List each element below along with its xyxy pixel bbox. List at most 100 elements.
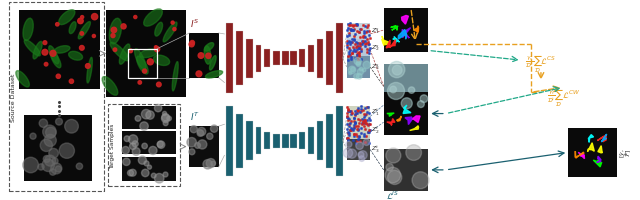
Bar xyxy=(347,24,370,45)
Circle shape xyxy=(151,173,156,178)
Bar xyxy=(347,106,370,128)
Circle shape xyxy=(129,143,136,150)
Circle shape xyxy=(358,151,367,160)
Circle shape xyxy=(360,68,363,71)
Polygon shape xyxy=(23,19,33,41)
Polygon shape xyxy=(69,23,76,34)
Circle shape xyxy=(147,60,154,66)
Bar xyxy=(383,9,428,53)
Bar xyxy=(383,149,428,191)
Polygon shape xyxy=(33,42,42,60)
Polygon shape xyxy=(24,40,40,57)
Bar xyxy=(317,40,323,78)
Circle shape xyxy=(81,16,84,20)
Polygon shape xyxy=(381,37,390,46)
Bar xyxy=(326,32,333,86)
Circle shape xyxy=(76,163,83,170)
Circle shape xyxy=(149,147,157,155)
Circle shape xyxy=(42,50,48,56)
Bar xyxy=(383,65,428,109)
Polygon shape xyxy=(134,50,146,70)
Circle shape xyxy=(121,25,126,30)
Bar xyxy=(273,52,280,66)
Circle shape xyxy=(359,156,365,162)
Circle shape xyxy=(44,156,50,163)
Bar xyxy=(326,114,333,168)
Circle shape xyxy=(80,33,84,36)
Polygon shape xyxy=(102,77,118,96)
Circle shape xyxy=(154,105,162,112)
Circle shape xyxy=(38,164,44,170)
Circle shape xyxy=(45,128,56,138)
Circle shape xyxy=(161,115,170,123)
Circle shape xyxy=(351,68,355,72)
Bar xyxy=(122,106,176,129)
Circle shape xyxy=(206,159,216,168)
Circle shape xyxy=(386,164,394,171)
Circle shape xyxy=(138,156,147,164)
Circle shape xyxy=(86,64,90,69)
Text: $I^T$: $I^T$ xyxy=(189,110,199,123)
Polygon shape xyxy=(401,16,408,25)
Circle shape xyxy=(43,42,47,45)
Circle shape xyxy=(203,160,212,169)
Circle shape xyxy=(362,69,366,72)
Bar xyxy=(347,57,370,78)
Circle shape xyxy=(56,75,60,79)
Text: $\hat{\mathcal{F}}]$: $\hat{\mathcal{F}}]$ xyxy=(623,149,634,157)
Polygon shape xyxy=(410,126,419,131)
Polygon shape xyxy=(598,146,603,153)
Bar xyxy=(9,3,104,191)
Polygon shape xyxy=(393,37,399,44)
Polygon shape xyxy=(204,47,211,65)
Circle shape xyxy=(173,28,176,32)
Polygon shape xyxy=(68,52,83,61)
Circle shape xyxy=(154,47,159,53)
Circle shape xyxy=(147,165,152,169)
Polygon shape xyxy=(414,27,419,34)
Text: $Z_3^{s}$: $Z_3^{s}$ xyxy=(371,62,380,72)
Circle shape xyxy=(364,139,370,146)
Text: Source Dataset: Source Dataset xyxy=(12,74,16,122)
Polygon shape xyxy=(387,119,395,126)
Circle shape xyxy=(171,22,174,25)
Circle shape xyxy=(124,136,130,142)
Circle shape xyxy=(92,35,95,38)
Text: $Z_1^{t}$: $Z_1^{t}$ xyxy=(371,107,380,117)
Circle shape xyxy=(190,41,195,46)
Circle shape xyxy=(113,49,116,52)
Polygon shape xyxy=(172,62,178,91)
Circle shape xyxy=(198,140,207,149)
Bar xyxy=(308,128,314,155)
Circle shape xyxy=(420,95,428,103)
Polygon shape xyxy=(575,151,584,158)
Polygon shape xyxy=(596,156,601,163)
Circle shape xyxy=(56,23,59,27)
Circle shape xyxy=(144,161,149,166)
Circle shape xyxy=(190,126,197,133)
Circle shape xyxy=(49,149,58,158)
Circle shape xyxy=(44,63,48,67)
Bar xyxy=(347,122,370,143)
Polygon shape xyxy=(405,117,412,125)
Polygon shape xyxy=(143,10,163,27)
Bar xyxy=(255,128,261,155)
Bar xyxy=(129,49,157,78)
Circle shape xyxy=(129,135,138,144)
Text: $Z_3^{t}$: $Z_3^{t}$ xyxy=(371,144,380,154)
Polygon shape xyxy=(59,11,75,26)
Polygon shape xyxy=(597,135,606,142)
Polygon shape xyxy=(204,43,214,52)
Polygon shape xyxy=(154,56,170,66)
Circle shape xyxy=(111,28,116,34)
Circle shape xyxy=(343,148,353,158)
Circle shape xyxy=(163,112,166,116)
Circle shape xyxy=(211,161,216,166)
Circle shape xyxy=(211,125,218,133)
Text: $I^S$: $I^S$ xyxy=(189,18,199,30)
Circle shape xyxy=(163,172,168,177)
Bar xyxy=(383,93,428,135)
Circle shape xyxy=(354,74,359,79)
Bar xyxy=(122,131,176,155)
Bar xyxy=(227,24,233,94)
